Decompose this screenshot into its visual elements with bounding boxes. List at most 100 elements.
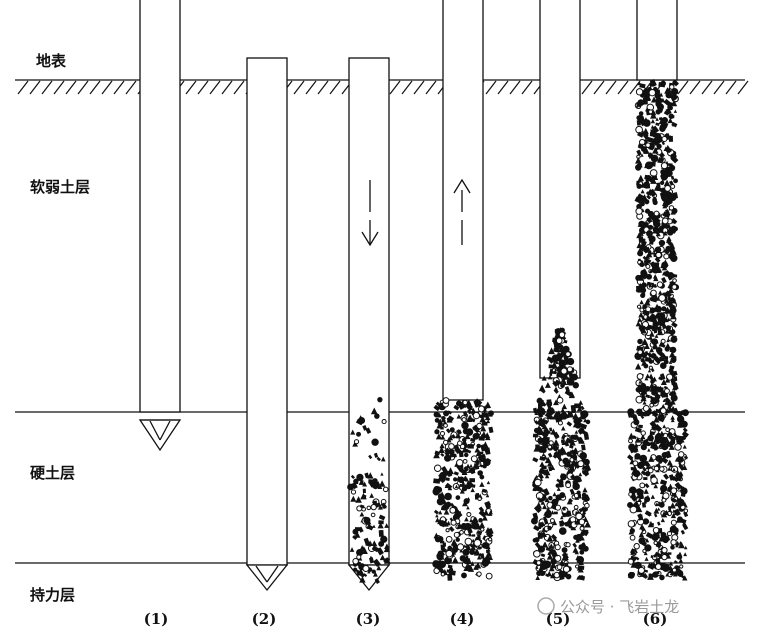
gravel bbox=[553, 450, 562, 459]
gravel bbox=[562, 361, 567, 367]
gravel bbox=[362, 548, 368, 554]
gravel bbox=[542, 541, 548, 547]
gravel bbox=[649, 347, 655, 353]
gravel bbox=[488, 555, 493, 561]
gravel bbox=[433, 451, 440, 459]
gravel bbox=[475, 458, 480, 463]
hatch-mark bbox=[521, 80, 533, 95]
gravel bbox=[486, 480, 491, 485]
gravel bbox=[380, 456, 386, 462]
gravel bbox=[552, 548, 557, 554]
gravel bbox=[564, 441, 569, 447]
gravel bbox=[371, 438, 379, 446]
step-label: (4) bbox=[450, 610, 475, 628]
step-label: (1) bbox=[144, 610, 169, 628]
gravel bbox=[663, 253, 670, 260]
gravel bbox=[635, 157, 642, 164]
gravel bbox=[454, 558, 459, 563]
gravel bbox=[669, 84, 675, 90]
pipe bbox=[442, 0, 484, 401]
gravel bbox=[636, 119, 641, 126]
gravel bbox=[378, 520, 384, 525]
gravel bbox=[658, 417, 665, 423]
gravel bbox=[461, 441, 469, 449]
gravel bbox=[371, 569, 376, 574]
gravel bbox=[645, 315, 654, 323]
gravel bbox=[662, 259, 669, 266]
gravel bbox=[473, 539, 482, 547]
gravel bbox=[657, 328, 663, 336]
gravel bbox=[550, 465, 556, 471]
gravel bbox=[435, 401, 441, 407]
gravel bbox=[645, 246, 651, 253]
gravel bbox=[441, 416, 446, 421]
gravel bbox=[548, 466, 553, 472]
gravel bbox=[548, 565, 555, 572]
hatch-mark bbox=[497, 80, 509, 95]
gravel bbox=[552, 492, 557, 497]
gravel bbox=[459, 443, 466, 450]
gravel bbox=[661, 136, 668, 143]
gravel bbox=[637, 497, 642, 502]
gravel bbox=[646, 230, 653, 237]
gravel bbox=[661, 217, 669, 225]
gravel bbox=[638, 424, 643, 429]
pipe-edge bbox=[266, 565, 279, 583]
gravel bbox=[654, 446, 658, 451]
hatch-mark bbox=[401, 80, 413, 95]
gravel bbox=[643, 477, 648, 481]
gravel bbox=[358, 479, 365, 485]
gravel bbox=[654, 92, 661, 100]
gravel bbox=[640, 411, 648, 417]
gravel bbox=[637, 338, 643, 345]
gravel bbox=[668, 135, 674, 142]
gravel bbox=[579, 525, 585, 531]
gravel bbox=[543, 512, 547, 516]
gravel bbox=[558, 572, 565, 581]
gravel bbox=[642, 309, 651, 317]
gravel bbox=[485, 558, 492, 565]
gravel bbox=[640, 573, 644, 577]
gravel bbox=[552, 439, 560, 446]
gravel bbox=[546, 400, 553, 407]
gravel bbox=[555, 360, 559, 365]
gravel bbox=[642, 440, 648, 446]
gravel bbox=[635, 387, 642, 394]
gravel bbox=[671, 370, 678, 377]
gravel bbox=[655, 117, 659, 121]
arrow-head bbox=[361, 231, 379, 247]
gravel bbox=[474, 463, 480, 470]
gravel bbox=[680, 487, 688, 495]
gravel bbox=[663, 473, 670, 480]
hatch-mark bbox=[185, 80, 197, 95]
gravel bbox=[350, 429, 356, 435]
gravel bbox=[576, 490, 581, 495]
gravel bbox=[644, 164, 648, 169]
gravel bbox=[652, 411, 657, 416]
gravel bbox=[644, 556, 649, 561]
gravel bbox=[651, 156, 656, 161]
gravel bbox=[570, 404, 577, 412]
gravel bbox=[647, 512, 652, 516]
gravel bbox=[652, 294, 660, 301]
gravel bbox=[637, 274, 645, 281]
gravel bbox=[448, 443, 455, 450]
gravel bbox=[379, 554, 386, 561]
hatch-mark bbox=[53, 80, 65, 95]
gravel bbox=[438, 510, 443, 515]
gravel bbox=[682, 575, 688, 581]
gravel bbox=[434, 429, 440, 435]
layer-label: 持力层 bbox=[30, 586, 75, 604]
gravel bbox=[534, 537, 540, 543]
gravel bbox=[540, 388, 546, 394]
gravel bbox=[669, 502, 676, 509]
gravel bbox=[662, 437, 669, 443]
gravel bbox=[660, 550, 664, 555]
gravel bbox=[669, 280, 674, 287]
gravel bbox=[572, 546, 579, 553]
gravel bbox=[441, 498, 447, 505]
gravel bbox=[444, 492, 452, 501]
gravel bbox=[642, 87, 650, 95]
gravel bbox=[659, 116, 664, 122]
gravel bbox=[462, 475, 469, 482]
